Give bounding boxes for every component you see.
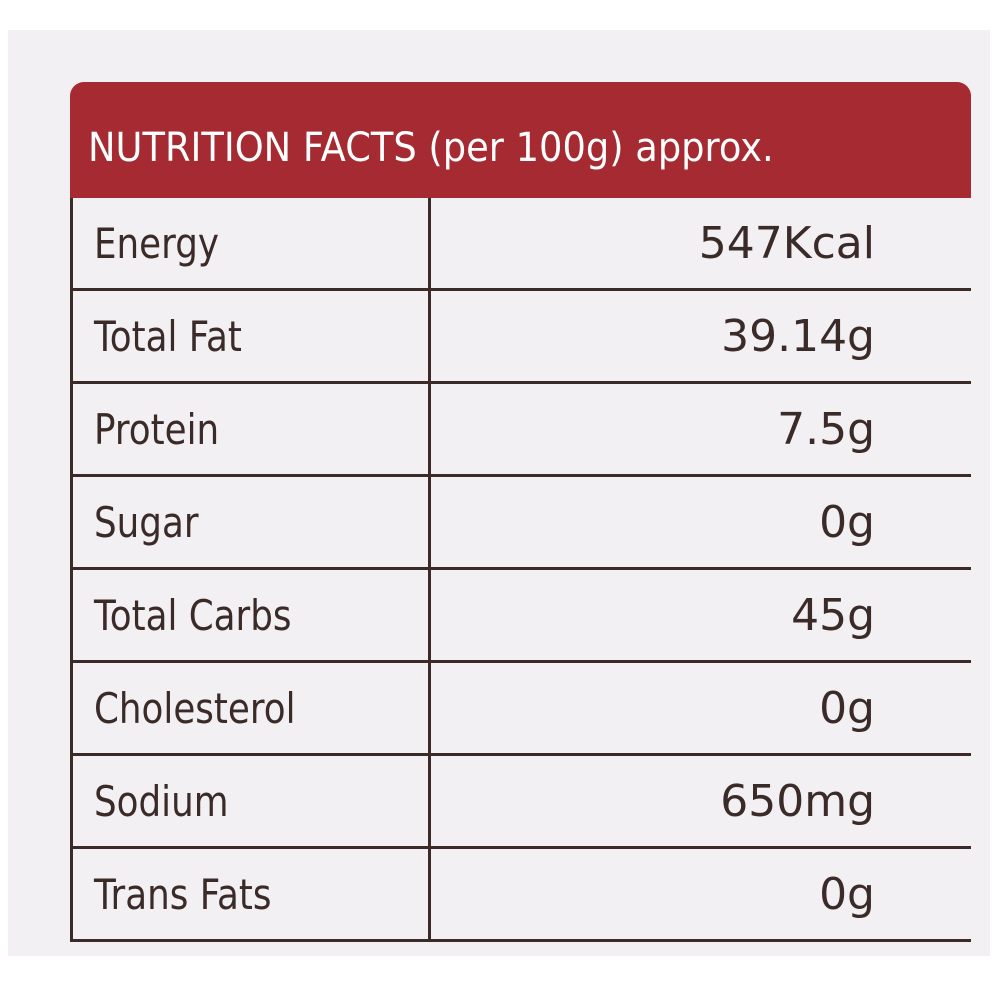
table-row: Sugar 0g: [70, 477, 971, 570]
nutrient-amount: 650mg: [720, 775, 875, 827]
nutrient-amount: 0g: [819, 682, 875, 734]
nutrient-name: Cholesterol: [94, 683, 296, 733]
column-divider: [428, 291, 431, 381]
nutrient-name: Sodium: [94, 776, 229, 826]
table-row: Energy 547Kcal: [70, 198, 971, 291]
nutrient-name: Total Carbs: [94, 590, 292, 640]
nutrient-amount: 7.5g: [777, 403, 875, 455]
column-divider: [428, 849, 431, 939]
column-divider: [428, 384, 431, 474]
nutrient-name: Trans Fats: [94, 869, 272, 919]
table-row: Sodium 650mg: [70, 756, 971, 849]
label-title: NUTRITION FACTS (per 100g) approx.: [88, 125, 774, 171]
column-divider: [428, 756, 431, 846]
nutrient-name: Sugar: [94, 497, 199, 547]
nutrient-name: Energy: [94, 218, 219, 268]
column-divider: [428, 570, 431, 660]
table-border: [70, 198, 73, 942]
table-row: Protein 7.5g: [70, 384, 971, 477]
nutrient-amount: 45g: [791, 589, 875, 641]
nutrient-amount: 0g: [819, 868, 875, 920]
table-row: Total Carbs 45g: [70, 570, 971, 663]
table-row: Trans Fats 0g: [70, 849, 971, 942]
table-row: Total Fat 39.14g: [70, 291, 971, 384]
nutrient-amount: 0g: [819, 496, 875, 548]
table-row: Cholesterol 0g: [70, 663, 971, 756]
label-header: NUTRITION FACTS (per 100g) approx.: [70, 82, 971, 198]
nutrient-amount: 547Kcal: [698, 217, 875, 269]
nutrient-name: Protein: [94, 404, 220, 454]
column-divider: [428, 477, 431, 567]
nutrition-label: NUTRITION FACTS (per 100g) approx. Energ…: [70, 82, 971, 942]
column-divider: [428, 663, 431, 753]
package-surface: NUTRITION FACTS (per 100g) approx. Energ…: [8, 30, 990, 956]
nutrient-amount: 39.14g: [721, 310, 875, 362]
nutrient-name: Total Fat: [94, 311, 242, 361]
column-divider: [428, 198, 431, 288]
